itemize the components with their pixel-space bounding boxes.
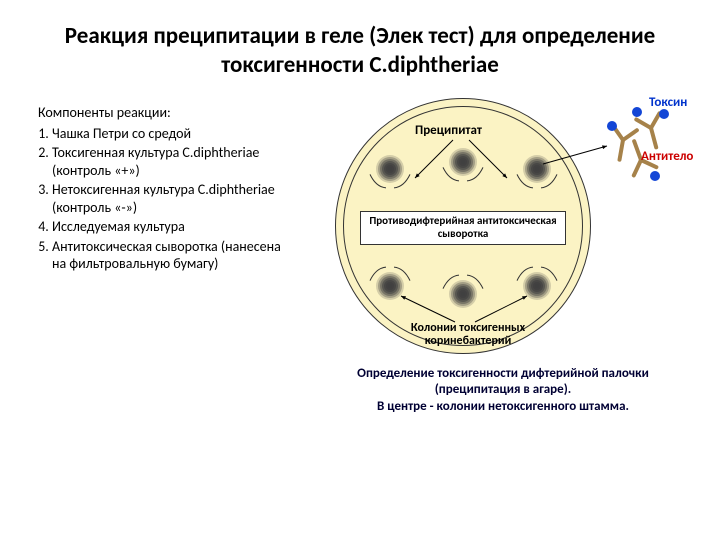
label-colonies: Колонии токсигенных коринебактерий <box>403 322 533 348</box>
list-item: Нетоксигенная культура C.diphtheriae (ко… <box>52 181 295 216</box>
diagram-panel: Противодифтерийная антитоксическая сывор… <box>305 104 700 424</box>
label-toxin: Токсин <box>649 96 687 110</box>
list-item: Чашка Петри со средой <box>52 125 295 143</box>
list-item: Исследуемая культура <box>52 218 295 236</box>
list-item: Антитоксическая сыворотка (нанесена на ф… <box>52 238 295 273</box>
label-antibody: Антитело <box>641 150 693 164</box>
antitoxin-strip: Противодифтерийная антитоксическая сывор… <box>360 211 566 245</box>
diagram-caption: Определение токсигенности дифтерийной па… <box>313 366 693 417</box>
list-item: Токсигенная культура C.diphtheriae (конт… <box>52 144 295 179</box>
content-row: Компоненты реакции: Чашка Петри со средо… <box>0 90 720 424</box>
elek-diagram: Противодифтерийная антитоксическая сывор… <box>305 104 700 424</box>
components-intro: Компоненты реакции: <box>20 104 295 121</box>
caption-line: Определение токсигенности дифтерийной па… <box>357 366 649 398</box>
antibody-inset <box>607 107 669 181</box>
components-panel: Компоненты реакции: Чашка Петри со средо… <box>20 104 305 424</box>
caption-line: В центре - колонии нетоксигенного штамма… <box>377 399 629 414</box>
label-precipitate: Преципитат <box>415 124 482 138</box>
components-list: Чашка Петри со средой Токсигенная культу… <box>20 125 295 273</box>
page-title: Реакция преципитации в геле (Элек тест) … <box>0 0 720 90</box>
